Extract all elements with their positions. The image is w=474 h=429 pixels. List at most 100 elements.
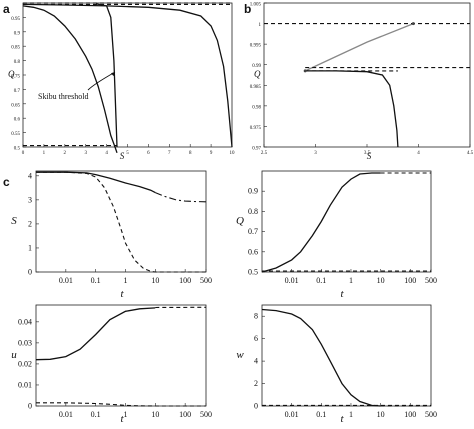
panel-c-u-xtick-label: 100 [179,410,191,419]
panel-c-u-xtick-label: 0.01 [59,410,73,419]
panel-c-u-xtick-label: 1 [123,410,127,419]
panel-label-c: c [3,175,10,189]
panel-c-S-ytick-label: 4 [28,171,32,180]
panel-c-Q-ytick-label: 0.6 [248,247,258,256]
panel-c-u-xtick-label: 500 [200,410,212,419]
panel-c-u-ytick-label: 0.03 [18,338,32,347]
panel-a-ytick-label: 0.75 [11,75,20,80]
panel-c-Q-axes-frame [262,171,431,272]
panel-b-start-marker [304,69,307,72]
panel-a-ytick-label: 0.85 [11,46,20,51]
panel-c-w-xtick-label: 10 [377,410,385,419]
panel-a-ytick-label: 0.95 [11,17,20,22]
panel-b-series-0 [305,24,413,71]
panel-c-S-series-0 [36,172,155,192]
panel-b-xtick-label: 2.5 [261,151,268,156]
panel-c-S-xtick-label: 500 [200,276,212,285]
panel-c-w-ytick-label: 8 [254,312,258,321]
panel-c-u-ylabel: u [11,349,17,361]
panel-a-ytick-label: 0.6 [14,118,21,123]
panel-b-ytick-label: 0.99 [252,64,261,69]
panel-c-w-ytick-label: 2 [254,379,258,388]
panel-a-series-1 [96,4,117,147]
panel-c-S-xtick-label: 100 [179,276,191,285]
panel-a-xtick-label: 2 [64,151,67,156]
panel-a-xtick-label: 5 [126,151,129,156]
panel-b-ytick-label: 1 [259,23,262,28]
panel-c-w-xtick-label: 100 [404,410,416,419]
panel-b-ytick-label: 0.985 [250,85,262,90]
panel-c-S-ytick-label: 2 [28,219,32,228]
panel-c-Q-ylabel: Q [236,215,244,227]
panel-c-S-series-2 [36,172,206,272]
panel-b-ytick-label: 0.995 [250,44,262,49]
panel-a-xtick-label: 1 [43,151,46,156]
panel-a-xlabel: S [120,151,125,161]
panel-b-xtick-label: 4.5 [467,151,474,156]
panel-a-annotation-arrow [88,72,115,90]
panel-a-xtick-label: 7 [168,151,171,156]
panel-b-ytick-label: 0.97 [252,147,261,152]
panel-c-Q-xtick-label: 500 [425,276,437,285]
panel-c-w-xlabel: t [340,413,344,424]
panel-c-S-ylabel: S [11,215,17,227]
panel-a-ytick-label: 0.65 [11,103,20,108]
panel-b-axes-frame [264,3,470,147]
panel-b-ytick-label: 0.975 [250,126,262,131]
panel-c-w-xtick-label: 0.01 [285,410,299,419]
panel-c-u-ytick-label: 0.02 [18,359,32,368]
panel-c-Q-xtick-label: 10 [377,276,385,285]
panel-c-w-xtick-label: 0.1 [316,410,326,419]
panel-c-Q-ytick-label: 0.8 [248,207,258,216]
panel-c-Q-xtick-label: 0.1 [316,276,326,285]
panel-c-Q-ytick-label: 0.9 [248,187,258,196]
panel-a-xtick-label: 8 [189,151,192,156]
panel-a-xtick-label: 10 [230,151,236,156]
panel-c-S-xtick-label: 1 [123,276,127,285]
panel-c-w-ytick-label: 4 [254,357,258,366]
panel-a-xtick-label: 4 [105,151,108,156]
panel-a-ytick-label: 0.8 [14,60,21,65]
panel-c-u-ytick-label: 0 [28,402,32,411]
panel-c-w-series-0 [262,310,381,407]
panel-a-xtick-label: 3 [84,151,87,156]
panel-a-annotation: Skibu threshold [38,92,88,101]
panel-c-u-xtick-label: 10 [151,410,159,419]
panel-b-xtick-label: 4 [417,151,420,156]
panel-a-axes-frame [23,3,232,147]
panel-c-S-xlabel: t [120,288,124,300]
panel-c-w-xtick-label: 1 [349,410,353,419]
panel-c-Q-ytick-label: 0.5 [248,268,258,277]
panel-c-w-ytick-label: 6 [254,334,258,343]
panel-c-S-series-1 [155,193,206,202]
panel-c-u-series-0 [36,308,155,360]
panel-b-ytick-label: 1.005 [250,3,262,8]
panel-label-a: a [3,2,10,16]
panel-c-Q-ytick-label: 0.7 [248,227,258,236]
panel-b-xtick-label: 3 [314,151,317,156]
panel-a-xtick-label: 0 [22,151,25,156]
panel-c-u-series-2 [36,403,206,406]
panel-c-u-xtick-label: 0.1 [91,410,101,419]
panel-c-S-axes-frame [36,171,206,272]
panel-c-S-xtick-label: 0.01 [59,276,73,285]
panel-c-u-ytick-label: 0.01 [18,380,32,389]
panel-b-ytick-label: 0.98 [252,105,261,110]
panel-c-u-axes-frame [36,305,206,406]
panel-a-xtick-label: 6 [147,151,150,156]
panel-a-xtick-label: 9 [210,151,213,156]
panel-c-w-ytick-label: 0 [254,402,258,411]
panel-c-w-xtick-label: 500 [425,410,437,419]
panel-c-u-ytick-label: 0.04 [18,317,32,326]
panel-c-S-ytick-label: 3 [28,195,32,204]
panel-a-series-2 [23,4,232,147]
panel-a-ytick-label: 0.7 [14,89,21,94]
panel-a-ytick-label: 0.5 [14,147,21,152]
panel-b-end-marker [412,22,415,25]
panel-c-Q-series-0 [262,173,381,272]
